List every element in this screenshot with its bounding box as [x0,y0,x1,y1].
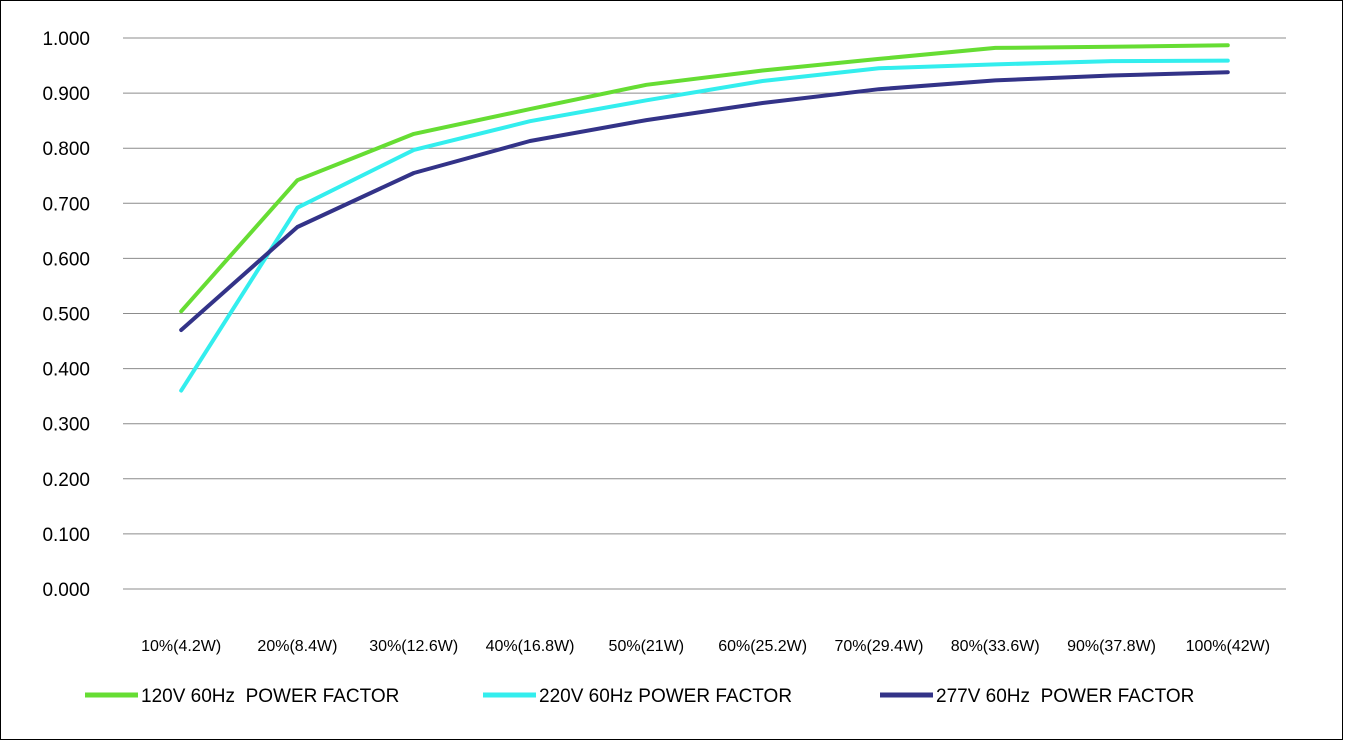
x-tick-label: 90%(37.8W) [1067,638,1156,655]
y-tick-label: 0.900 [42,84,90,105]
x-tick-label: 80%(33.6W) [951,638,1040,655]
x-tick-label: 20%(8.4W) [257,638,337,655]
x-tick-label: 30%(12.6W) [369,638,458,655]
y-tick-label: 0.500 [42,305,90,326]
y-tick-label: 0.200 [42,470,90,491]
y-tick-label: 0.000 [42,580,90,601]
y-tick-label: 0.800 [42,139,90,160]
legend-label: 120V 60Hz POWER FACTOR [141,686,399,707]
x-tick-label: 70%(29.4W) [834,638,923,655]
y-tick-label: 0.300 [42,415,90,436]
gridlines [123,38,1286,589]
x-tick-label: 100%(42W) [1186,638,1270,655]
y-axis-tick-labels: 0.000 0.100 0.200 0.300 0.400 0.500 0.600 0.700… [42,29,90,601]
x-tick-label: 50%(21W) [609,638,685,655]
x-tick-label: 10%(4.2W) [141,638,221,655]
series-lines [181,45,1228,390]
series-line-3 [181,72,1228,330]
legend: 120V 60Hz POWER FACTOR 220V 60Hz POWER FA… [85,686,1194,707]
y-tick-label: 1.000 [42,29,90,50]
x-tick-label: 40%(16.8W) [486,638,575,655]
series-line-1 [181,45,1228,311]
y-tick-label: 0.400 [42,360,90,381]
y-tick-label: 0.600 [42,249,90,270]
y-tick-label: 0.700 [42,194,90,215]
legend-label: 220V 60Hz POWER FACTOR [539,686,792,707]
x-axis-tick-labels: 10%(4.2W) 20%(8.4W) 30%(12.6W) 40%(16.8W) 50… [141,638,1270,655]
legend-label: 277V 60Hz POWER FACTOR [936,686,1194,707]
x-tick-label: 60%(25.2W) [718,638,807,655]
y-tick-label: 0.100 [42,525,90,546]
